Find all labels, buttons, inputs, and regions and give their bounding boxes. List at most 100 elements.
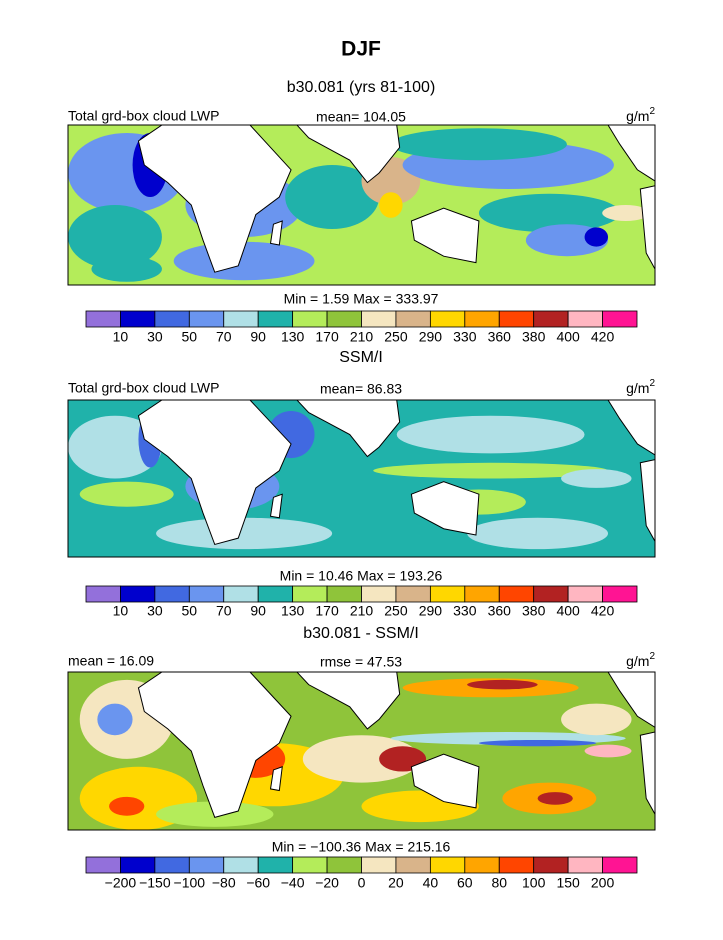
field-patch — [373, 462, 609, 479]
land — [607, 125, 655, 182]
field-patch — [584, 227, 609, 247]
colorbar-box — [154, 585, 190, 603]
colorbar-label: 50 — [182, 603, 198, 619]
colorbar-label: 10 — [113, 603, 129, 619]
colorbar-box — [292, 856, 328, 874]
colorbar-box — [154, 856, 190, 874]
land — [296, 400, 401, 458]
colorbar-label: 170 — [315, 603, 339, 619]
colorbar-box — [188, 585, 225, 603]
colorbar-label: −100 — [174, 875, 206, 891]
map-frame — [67, 671, 656, 831]
land — [607, 400, 655, 456]
colorbar-box — [429, 856, 466, 874]
colorbar-label: 130 — [281, 603, 305, 619]
stats-label: Min = 10.46 Max = 193.26 — [280, 568, 443, 584]
colorbar-box — [464, 856, 500, 874]
field-patch — [79, 481, 174, 507]
colorbar-box — [361, 585, 397, 603]
colorbar-label: 400 — [556, 329, 580, 345]
field-patch — [602, 205, 650, 221]
stats-label: Min = −100.36 Max = 215.16 — [272, 839, 451, 855]
field-patch — [156, 517, 333, 550]
field-patch — [91, 256, 162, 282]
colorbar-box — [257, 585, 294, 603]
colorbar-box — [223, 585, 259, 603]
colorbar-box — [567, 856, 603, 874]
colorbar-box — [120, 856, 156, 874]
colorbar-label: 400 — [556, 603, 580, 619]
colorbar-label: −200 — [105, 875, 137, 891]
colorbar-box — [188, 856, 225, 874]
land — [269, 493, 283, 519]
field-patch — [390, 128, 567, 161]
units-exponent: 2 — [649, 651, 655, 662]
field-patch — [467, 679, 538, 690]
colorbar-box — [602, 310, 638, 328]
colorbar-label: 90 — [250, 603, 266, 619]
colorbar-box — [292, 310, 328, 328]
units-label: g/m2 — [626, 651, 655, 669]
map-frame — [67, 124, 656, 286]
colorbar-box — [120, 585, 156, 603]
colorbar-box — [533, 585, 569, 603]
colorbar-label: 50 — [182, 329, 198, 345]
land — [410, 481, 480, 536]
units: g/m — [626, 653, 649, 669]
colorbar-label: 30 — [147, 329, 163, 345]
colorbar-box — [533, 856, 569, 874]
colorbar-label: 290 — [419, 603, 443, 619]
colorbar-box — [395, 585, 431, 603]
colorbar-box — [395, 310, 431, 328]
colorbar-box — [429, 585, 466, 603]
land — [296, 672, 401, 730]
colorbar-label: 380 — [522, 603, 546, 619]
colorbar-label: 80 — [491, 875, 507, 891]
colorbar-label: 0 — [358, 875, 366, 891]
colorbar-label: 40 — [423, 875, 439, 891]
colorbar-label: −80 — [212, 875, 236, 891]
colorbar-label: 380 — [522, 329, 546, 345]
left-label: mean = 16.09 — [68, 653, 154, 669]
left-label: Total grd-box cloud LWP — [68, 108, 219, 124]
colorbar-box — [361, 856, 397, 874]
field-patch — [68, 205, 162, 269]
land — [137, 125, 292, 273]
colorbar-box — [85, 585, 121, 603]
colorbar-box — [85, 310, 121, 328]
map — [68, 400, 655, 557]
stats-label: Min = 1.59 Max = 333.97 — [284, 291, 439, 307]
colorbar-label: 210 — [350, 603, 374, 619]
colorbar-box — [602, 585, 638, 603]
colorbar-label: −60 — [246, 875, 270, 891]
units: g/m — [626, 380, 649, 396]
field-patch — [68, 415, 162, 479]
land — [296, 125, 401, 184]
center-label: mean= 104.05 — [316, 109, 406, 125]
colorbar-label: −20 — [315, 875, 339, 891]
colorbar-label: 420 — [591, 603, 615, 619]
field-patch — [478, 193, 620, 233]
colorbar-label: −40 — [281, 875, 305, 891]
colorbar-label: 20 — [388, 875, 404, 891]
colorbar-label: 60 — [457, 875, 473, 891]
units-exponent: 2 — [649, 106, 655, 117]
colorbar-box — [533, 310, 569, 328]
colorbar-box — [223, 310, 259, 328]
land — [639, 185, 655, 270]
colorbar-box — [257, 310, 294, 328]
colorbar-box — [429, 310, 466, 328]
colorbar-label: 420 — [591, 329, 615, 345]
land — [269, 766, 283, 792]
map — [68, 125, 655, 285]
units: g/m — [626, 108, 649, 124]
colorbar-box — [292, 585, 328, 603]
units-label: g/m2 — [626, 106, 655, 124]
colorbar-box — [464, 310, 500, 328]
colorbar-label: 170 — [315, 329, 339, 345]
colorbar-box — [326, 310, 362, 328]
land — [607, 672, 655, 728]
field-patch — [584, 744, 632, 758]
field-patch — [396, 415, 585, 454]
